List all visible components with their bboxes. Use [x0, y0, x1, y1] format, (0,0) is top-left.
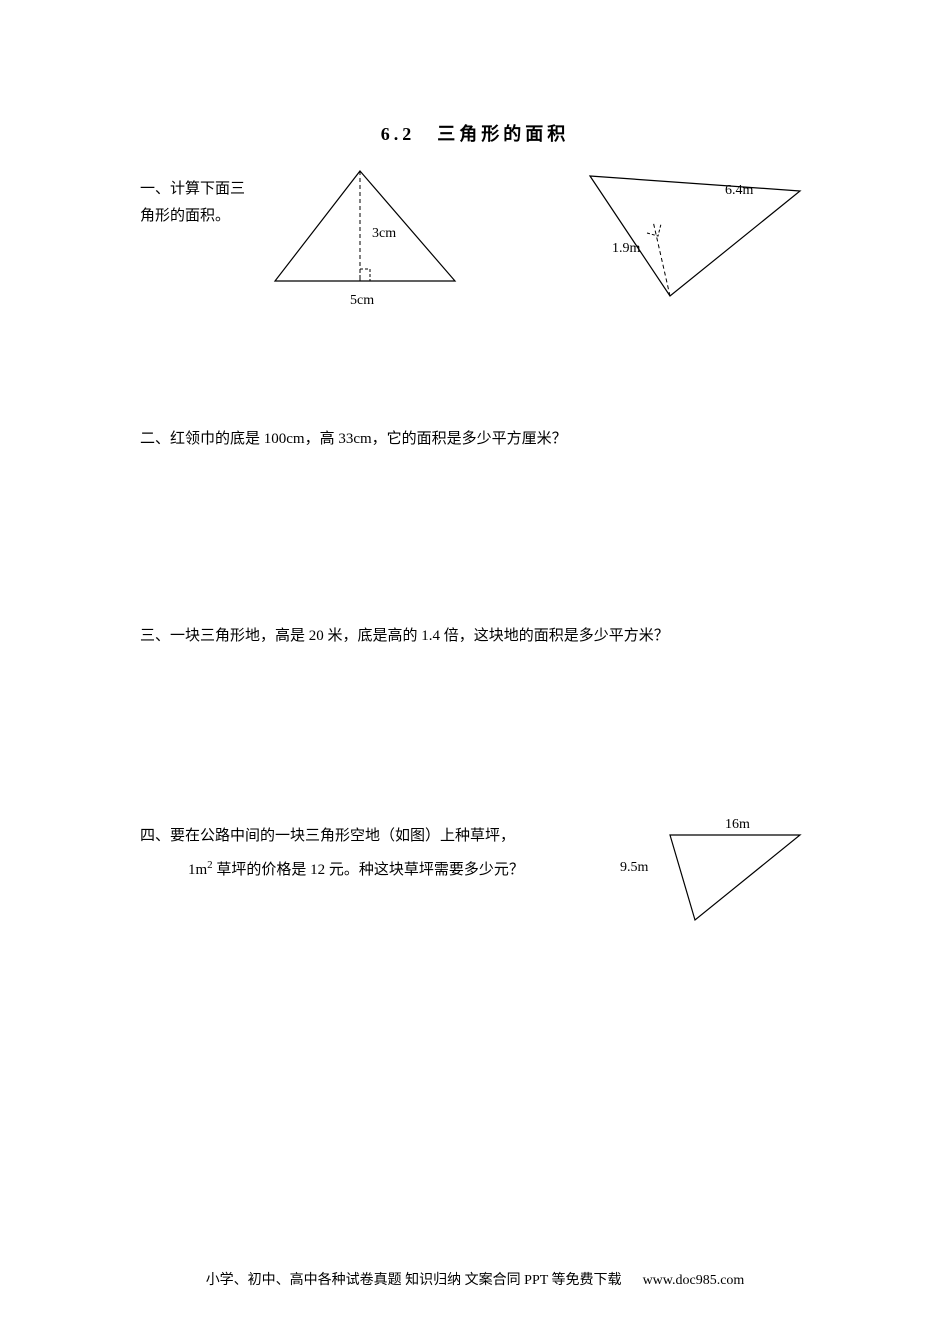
triangle-4-diagram: 16m 9.5m [610, 820, 810, 940]
footer-url: www.doc985.com [643, 1273, 745, 1288]
q4-line1: 四、要在公路中间的一块三角形空地（如图）上种草坪， [140, 820, 590, 853]
question-4: 四、要在公路中间的一块三角形空地（如图）上种草坪， 1m2 草坪的价格是 12 … [140, 820, 810, 940]
tri1-height-label: 3cm [372, 221, 396, 246]
tri1-base-label: 5cm [350, 288, 374, 313]
page-footer: 小学、初中、高中各种试卷真题 知识归纳 文案合同 PPT 等免费下载 www.d… [0, 1269, 950, 1289]
q4-line2: 1m2 草坪的价格是 12 元。种这块草坪需要多少元？ [140, 853, 590, 887]
tri4-top-label: 16m [725, 812, 750, 837]
tri2-height-label: 1.9m [612, 236, 640, 261]
triangle-1-diagram: 3cm 5cm [260, 166, 470, 306]
q4-unit-pre: 1m [188, 862, 207, 878]
footer-text: 小学、初中、高中各种试卷真题 知识归纳 文案合同 PPT 等免费下载 [206, 1273, 622, 1288]
triangle-2-diagram: 6.4m 1.9m [550, 166, 810, 306]
tri4-side-label: 9.5m [620, 855, 648, 880]
question-2: 二、红领巾的底是 100cm，高 33cm，它的面积是多少平方厘米？ [140, 426, 810, 453]
q1-prompt: 一、计算下面三角形的面积。 [140, 166, 250, 230]
question-3: 三、一块三角形地，高是 20 米，底是高的 1.4 倍，这块地的面积是多少平方米… [140, 623, 810, 650]
page-title: 6.2 三角形的面积 [140, 120, 810, 146]
q4-unit-post: 草坪的价格是 12 元。种这块草坪需要多少元？ [213, 862, 524, 878]
tri2-hyp-label: 6.4m [725, 178, 753, 203]
question-1: 一、计算下面三角形的面积。 3cm 5cm 6.4m 1.9m [140, 166, 810, 306]
